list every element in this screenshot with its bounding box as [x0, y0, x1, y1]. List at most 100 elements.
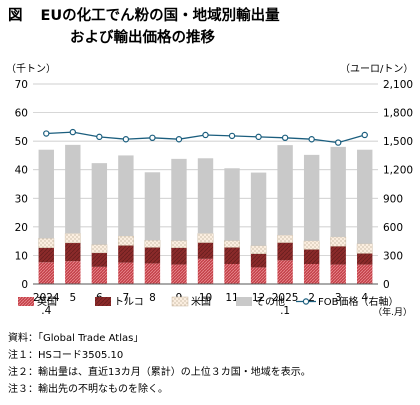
bar-us: [197, 233, 214, 243]
x-tick-label: 5: [69, 292, 76, 304]
fob-price-point: [69, 128, 77, 136]
legend-swatch-turkey: [95, 297, 111, 306]
figure-label: 図: [8, 8, 23, 24]
bar-other: [38, 149, 54, 239]
fob-price-point: [122, 136, 130, 143]
y-right-tick-label: 300: [383, 250, 403, 262]
bar-uk: [197, 258, 214, 284]
bar-other: [171, 158, 187, 241]
y-left-tick-label: 0: [21, 279, 28, 291]
y-right-tick-label: 1,200: [383, 165, 413, 177]
x-tick-label: .1: [280, 305, 290, 317]
bar-other: [65, 144, 81, 234]
fob-price-point: [361, 131, 368, 139]
legend-label-uk: 英国: [37, 295, 57, 308]
x-tick-label: 8: [149, 292, 156, 304]
y-right-tick-label: 0: [383, 279, 390, 291]
bar-uk: [330, 264, 346, 284]
y-right-tick-label: 1,800: [383, 108, 413, 120]
fob-price-point: [228, 132, 236, 140]
bar-layer: [38, 144, 373, 284]
y-left-tick-label: 40: [15, 165, 28, 177]
legend-swatch-fob-point: [302, 298, 310, 305]
bar-other: [357, 149, 373, 244]
axis-layer: 0 0 10 300 20 600 30 900 40 1,200 50 1,500 60 1,800 70…: [15, 79, 413, 318]
x-tick-label: 3: [335, 292, 342, 304]
bar-turkey: [277, 242, 293, 261]
bar-uk: [224, 264, 240, 284]
legend-swatch-us: [171, 296, 189, 307]
bar-us: [117, 235, 134, 246]
bar-uk: [144, 263, 161, 284]
fob-price-point: [308, 136, 315, 143]
bar-us: [277, 234, 294, 243]
legend-label-us: 米国: [191, 295, 211, 308]
bar-uk: [91, 266, 108, 284]
bar-turkey: [330, 246, 346, 265]
right-axis-unit: （ユーロ/トン）: [340, 64, 414, 75]
y-left-tick-label: 50: [15, 136, 28, 148]
y-left-tick-label: 30: [15, 193, 28, 205]
x-tick-label: 2: [308, 292, 315, 304]
chart-canvas: 0 0 10 300 20 600 30 900 40 1,200 50 1,500 60 1,800 70…: [15, 79, 413, 318]
x-axis-unit-label: （年.月）: [373, 306, 412, 318]
bar-uk: [118, 262, 134, 284]
line-layer: [43, 128, 368, 146]
bar-turkey: [65, 242, 81, 262]
bar-turkey: [357, 253, 373, 265]
fob-price-point: [149, 134, 156, 142]
bar-other: [91, 163, 108, 245]
bar-us: [303, 240, 320, 250]
bar-uk: [250, 267, 267, 284]
bar-us: [330, 236, 347, 247]
x-tick-label: 4: [361, 292, 368, 304]
bar-other: [303, 154, 320, 241]
bar-other: [330, 146, 346, 237]
bar-uk: [303, 264, 320, 284]
note-2: 注２：輸出量は、直近13カ月（累計）の上位３カ国・地域を表示。: [8, 367, 311, 378]
bar-turkey: [303, 249, 320, 264]
fob-price-point: [175, 136, 183, 143]
y-right-tick-label: 600: [383, 222, 403, 234]
bar-turkey: [224, 247, 240, 264]
bar-uk: [65, 261, 81, 284]
chart-title-line-1: 図 EUの化工でん粉の国・地域別輸出量: [8, 4, 280, 25]
y-right-tick-label: 2,100: [383, 79, 413, 91]
source-note: 資料：「Global Trade Atlas」: [8, 333, 144, 344]
chart-title-line-2: および輸出価格の推移: [70, 30, 215, 46]
fob-price-point: [43, 130, 50, 137]
x-tick-label: 7: [123, 292, 130, 304]
bar-other: [144, 172, 161, 241]
bar-turkey: [197, 242, 214, 259]
fob-price-point: [202, 131, 209, 139]
bar-other: [250, 172, 267, 246]
note-1: 注１：HSコード3505.10: [8, 350, 124, 361]
fob-price-point: [334, 139, 342, 146]
bar-us: [91, 244, 108, 254]
fob-price-point: [96, 133, 103, 141]
chart-title-text: EUの化工でん粉の国・地域別輸出量: [40, 8, 280, 24]
legend-swatch-uk: [18, 297, 34, 306]
bar-other: [118, 155, 134, 236]
legend-label-turkey: トルコ: [114, 297, 144, 308]
bar-us: [250, 245, 267, 254]
bar-us: [38, 238, 55, 248]
y-left-tick-label: 60: [15, 108, 28, 120]
bar-us: [171, 240, 187, 248]
y-left-tick-label: 20: [15, 222, 28, 234]
x-tick-label: 2025: [272, 292, 299, 304]
x-tick-label: 2024: [33, 292, 60, 304]
bar-turkey: [171, 247, 187, 265]
legend-label-other: その他: [255, 295, 285, 308]
bar-uk: [171, 264, 187, 284]
bar-us: [224, 240, 240, 248]
left-axis-unit: （千トン）: [6, 64, 56, 75]
bar-uk: [357, 264, 373, 284]
x-tick-label: 12: [252, 292, 265, 304]
bar-turkey: [144, 247, 161, 264]
bar-uk: [38, 262, 54, 284]
bar-turkey: [38, 247, 54, 263]
bar-us: [144, 240, 161, 248]
y-left-tick-label: 10: [15, 250, 28, 262]
